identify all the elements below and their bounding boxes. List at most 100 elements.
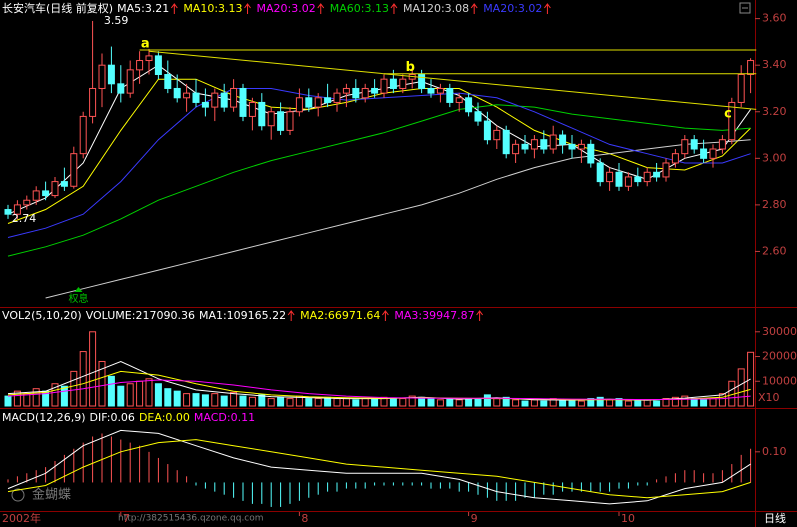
candle-body — [512, 143, 520, 155]
volume-bar — [314, 398, 322, 407]
trendline — [148, 50, 757, 110]
volume-bar — [512, 399, 520, 407]
volume-bar — [540, 400, 548, 407]
volume-bar — [79, 351, 87, 407]
candle-body — [361, 87, 369, 99]
candle-body — [747, 60, 755, 76]
volume-bar — [98, 360, 106, 407]
volume-bar — [192, 393, 200, 407]
volume-bar — [89, 331, 97, 407]
annotation: 2.74 — [12, 212, 37, 225]
volume-bar — [267, 398, 275, 407]
legend-text: MA20:3.02 — [257, 2, 316, 15]
volume-bar — [239, 395, 247, 407]
candle-body — [98, 64, 106, 89]
volume-bar — [230, 391, 238, 407]
candle-body — [32, 190, 40, 201]
watermark-url: http://382515436.qzone.qq.com — [118, 514, 264, 524]
y-tick-label: 2.60 — [762, 244, 787, 257]
volume-bar — [530, 399, 538, 407]
candle-body — [643, 171, 651, 183]
volume-bar — [13, 390, 21, 407]
legend-text: DEA:0.00 — [139, 411, 190, 424]
legend-text: MACD:0.11 — [194, 411, 255, 424]
y-tick-label: 0.10 — [762, 445, 787, 458]
legend-text: MA5:3.21 — [117, 2, 169, 15]
candle-body — [42, 190, 50, 197]
volume-bar — [596, 396, 604, 407]
y-tick-label: 3.40 — [762, 58, 787, 71]
y-tick-label: 10000 — [762, 374, 797, 387]
volume-bar — [277, 396, 285, 407]
candle-body — [493, 129, 501, 141]
volume-bar — [399, 398, 407, 407]
candle-body — [248, 101, 256, 117]
candle-body — [183, 92, 191, 99]
candle-body — [107, 64, 115, 85]
volume-bar — [709, 398, 717, 407]
candle-body — [662, 162, 670, 178]
volume-bar — [446, 398, 454, 407]
candle-body — [117, 83, 125, 94]
volume-bar — [126, 383, 134, 407]
trend-arrow — [244, 3, 251, 14]
candle-body — [681, 139, 689, 155]
volume-bar — [615, 398, 623, 407]
volume-bar — [408, 395, 416, 407]
volume-bar — [634, 400, 642, 407]
candle-body — [51, 181, 59, 197]
candle-body — [324, 97, 332, 103]
legend-text: VOL2(5,10,20) — [2, 309, 82, 322]
volume-bar — [465, 398, 473, 407]
event-label: 权息 — [69, 292, 89, 305]
candle-body — [286, 111, 294, 131]
candle-body — [4, 209, 12, 215]
candle-body — [277, 111, 285, 131]
candle-body — [201, 101, 209, 108]
volume-bar — [220, 395, 228, 407]
watermark-icon — [11, 488, 25, 502]
x-tick-label: 9 — [471, 512, 478, 525]
candle-body — [737, 74, 745, 103]
candle-body — [267, 111, 275, 127]
y-tick-label: 2.80 — [762, 198, 787, 211]
unit-label: X10 — [758, 391, 780, 404]
candle-body — [79, 115, 87, 155]
candle-body — [126, 69, 134, 94]
timeframe-label: 日线 — [764, 511, 786, 525]
volume-bar — [502, 396, 510, 407]
candle-body — [399, 78, 407, 89]
y-tick-label: 30000 — [762, 325, 797, 338]
legend-text: MA10:3.13 — [183, 2, 242, 15]
annotation: a — [141, 37, 150, 52]
candle-body — [173, 87, 181, 99]
volume-bar — [483, 394, 491, 407]
volume-bar — [4, 395, 12, 407]
candle-body — [690, 139, 698, 150]
window-button[interactable] — [739, 2, 751, 14]
legend-text: MA120:3.08 — [403, 2, 469, 15]
volume-bar — [258, 394, 266, 407]
candle-body — [653, 171, 661, 178]
volume-bar — [577, 400, 585, 407]
y-tick-label: 3.00 — [762, 151, 787, 164]
candle-body — [521, 143, 529, 150]
legend-text: MACD(12,26,9) — [2, 411, 86, 424]
candle-body — [220, 92, 228, 108]
candle-body — [371, 87, 379, 94]
x-tick-label: 10 — [621, 512, 635, 525]
ma-line — [7, 88, 751, 238]
candle-body — [154, 55, 162, 76]
y-tick-label: 20000 — [762, 350, 797, 363]
volume-bar — [333, 398, 341, 407]
volume-bar — [493, 398, 501, 407]
volume-bar — [248, 396, 256, 407]
volume-bar — [690, 398, 698, 407]
candle-body — [709, 148, 717, 159]
volume-bar — [32, 388, 40, 407]
candle-body — [60, 181, 68, 187]
volume-bar — [136, 380, 144, 407]
event-marker — [74, 287, 83, 292]
volume-bar — [211, 393, 219, 407]
